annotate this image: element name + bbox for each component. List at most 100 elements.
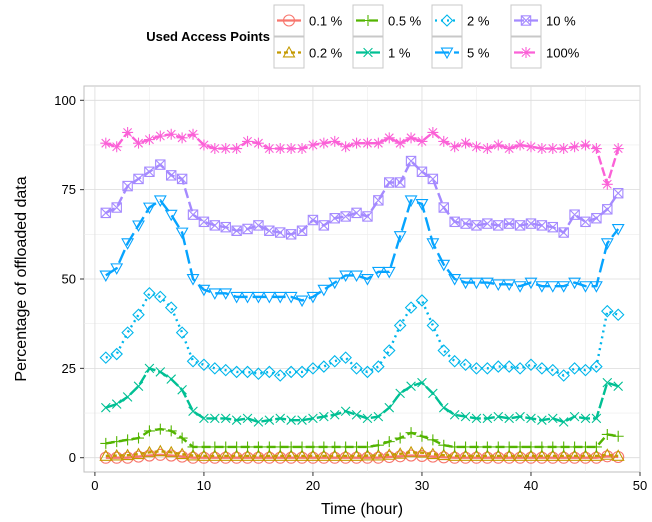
data-point (404, 195, 418, 208)
data-point (133, 432, 145, 444)
data-point (198, 216, 210, 228)
data-point (515, 411, 525, 422)
data-point (590, 441, 602, 453)
legend-item: 1 % (352, 36, 411, 69)
data-point (197, 284, 211, 297)
data-point (284, 365, 298, 379)
data-point (426, 447, 440, 460)
data-point (329, 213, 340, 224)
data-point (492, 441, 504, 453)
data-point (275, 227, 286, 238)
data-point (600, 448, 614, 460)
data-point (601, 304, 614, 318)
x-tick-label: 40 (524, 478, 538, 493)
data-point (242, 413, 253, 424)
data-point (438, 402, 449, 413)
data-point (198, 139, 210, 151)
data-point (384, 177, 395, 188)
data-point (493, 220, 504, 231)
series-line (105, 159, 620, 236)
series-0-5 (100, 423, 624, 453)
data-point (122, 392, 133, 402)
legend-item: 0.5 % (352, 4, 422, 37)
legend-label: 0.5 % (388, 14, 422, 29)
legend-label: 5 % (467, 46, 490, 61)
data-point (513, 362, 527, 375)
data-point (99, 351, 113, 364)
data-point (241, 449, 254, 461)
data-point (503, 441, 515, 453)
y-axis-title: Percentage of offloaded data (13, 176, 30, 381)
y-tick-label: 75 (62, 182, 76, 197)
data-point (362, 211, 373, 222)
data-point (491, 360, 505, 373)
data-point (176, 173, 188, 185)
data-point (602, 377, 613, 388)
data-point (437, 344, 451, 357)
data-point (175, 447, 189, 460)
data-point (415, 294, 429, 307)
data-point (558, 143, 570, 155)
data-point (230, 291, 244, 304)
data-point (362, 413, 373, 424)
data-point (351, 137, 363, 149)
data-point (513, 281, 527, 293)
data-point (373, 195, 384, 206)
data-point (219, 449, 233, 461)
data-point (143, 287, 156, 300)
data-point (177, 385, 187, 395)
series-0-2 (99, 444, 625, 461)
data-point (361, 365, 374, 379)
data-point (295, 295, 309, 308)
data-point (154, 423, 166, 435)
data-point (111, 141, 123, 153)
data-point (306, 449, 320, 461)
data-point (482, 218, 493, 229)
legend-key-marker (282, 14, 296, 27)
data-point (307, 441, 319, 453)
data-point (231, 441, 243, 453)
data-point (448, 449, 462, 461)
data-point (579, 281, 592, 293)
data-point (568, 362, 581, 375)
data-point (481, 441, 493, 453)
data-point (481, 362, 494, 375)
data-point (427, 126, 439, 138)
data-point (317, 360, 331, 373)
data-point (459, 449, 473, 461)
data-point (230, 449, 244, 461)
data-point (317, 449, 331, 461)
data-point (438, 439, 450, 451)
data-point (448, 354, 461, 368)
data-point (535, 449, 549, 461)
data-point (175, 326, 189, 339)
data-point (514, 139, 526, 151)
data-point (188, 406, 198, 417)
data-point (153, 444, 167, 457)
data-point (372, 439, 384, 451)
data-point (133, 381, 144, 392)
data-point (165, 425, 177, 437)
data-point (547, 221, 559, 233)
data-point (404, 301, 418, 314)
axes: 0 10 20 30 40 50 0 25 50 75 100 (54, 93, 647, 493)
data-point (470, 277, 483, 290)
data-point (284, 291, 298, 304)
data-point (558, 227, 569, 238)
data-point (371, 266, 385, 279)
data-point (438, 202, 449, 213)
data-point (186, 448, 200, 461)
data-point (111, 202, 122, 213)
y-tick-label: 25 (62, 361, 76, 376)
data-point (405, 132, 417, 144)
data-point (611, 449, 625, 461)
data-point (209, 220, 221, 231)
series-1 (101, 363, 623, 427)
data-point (318, 137, 330, 149)
legend-key-marker (362, 15, 374, 26)
data-point (296, 143, 308, 155)
data-point (416, 135, 428, 147)
data-point (437, 448, 451, 461)
data-point (121, 238, 135, 250)
